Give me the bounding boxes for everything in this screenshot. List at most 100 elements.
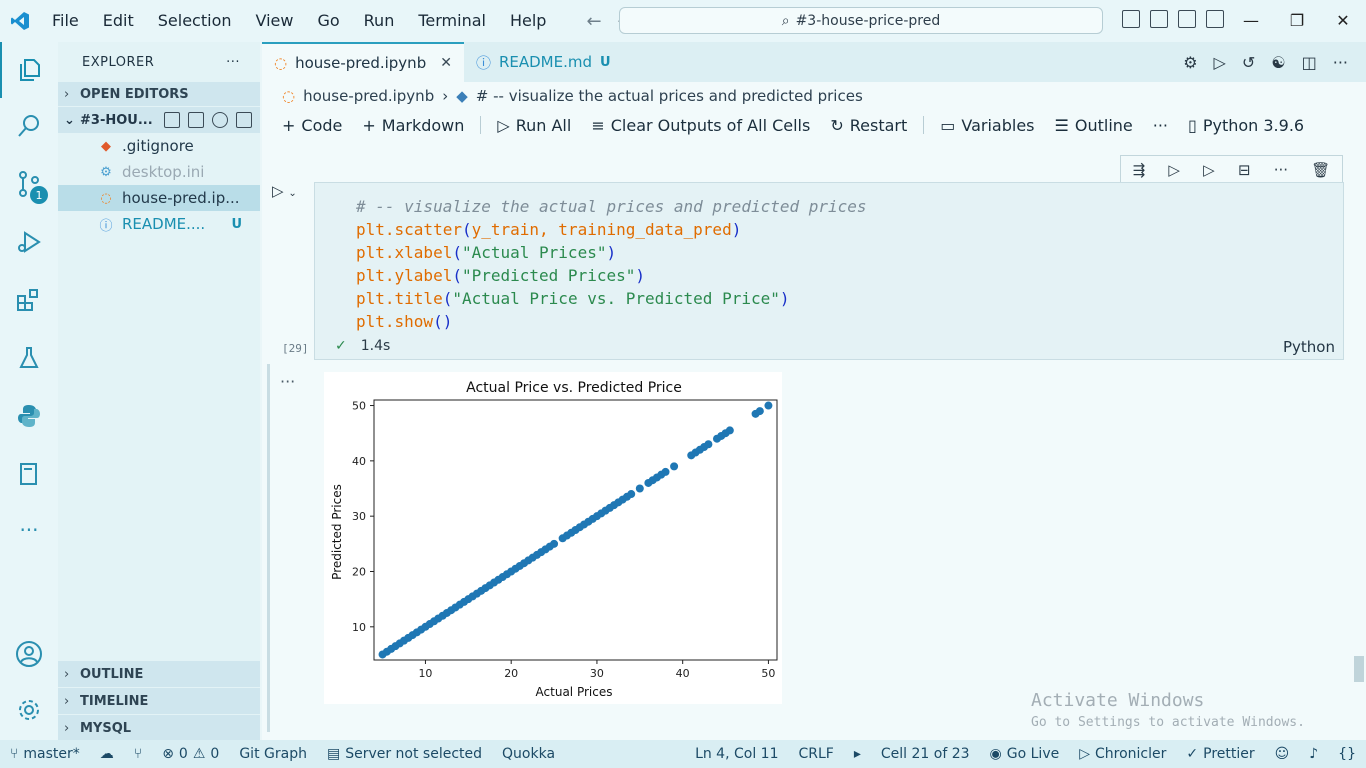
yin-yang-icon[interactable]: ☯ — [1271, 52, 1286, 72]
clear-outputs-button[interactable]: ≡ Clear Outputs of All Cells — [581, 116, 820, 135]
title-bar: File Edit Selection View Go Run Terminal… — [0, 0, 1366, 42]
branch-status[interactable]: ⑂ master* — [0, 746, 90, 762]
delete-cell-icon[interactable]: 🗑 — [1311, 161, 1331, 179]
workspace-folder[interactable]: ⌄ #3-HOU... — [58, 107, 260, 133]
run-above-icon[interactable]: ▷ — [1168, 161, 1180, 179]
menu-file[interactable]: File — [52, 11, 79, 30]
menu-selection[interactable]: Selection — [157, 11, 232, 30]
new-folder-icon[interactable] — [188, 112, 204, 128]
search-icon[interactable] — [0, 98, 58, 154]
variables-label: Variables — [961, 115, 1035, 135]
sync-icon[interactable]: ☁ — [99, 746, 114, 762]
scrollbar-thumb[interactable] — [1354, 656, 1364, 682]
timeline-section[interactable]: › TIMELINE — [58, 688, 260, 714]
mysql-section[interactable]: › MYSQL — [58, 715, 260, 741]
cell-duration: 1.4s — [360, 338, 391, 354]
plus-icon: + — [282, 115, 296, 135]
outline-label: OUTLINE — [80, 666, 144, 682]
restart-label: Restart — [849, 115, 908, 135]
variables-button[interactable]: ▭ Variables — [930, 116, 1044, 135]
extensions-icon[interactable] — [0, 272, 58, 328]
close-icon[interactable]: ✕ — [440, 55, 452, 71]
menu-help[interactable]: Help — [509, 11, 547, 30]
restart-button[interactable]: ↻ Restart — [820, 116, 917, 135]
cell-position[interactable]: Cell 21 of 23 — [880, 746, 970, 762]
gear-icon[interactable]: ⚙ — [1183, 52, 1198, 72]
new-file-icon[interactable] — [164, 112, 180, 128]
chronicler-status[interactable]: ▷ Chronicler — [1069, 746, 1176, 762]
go-live-status[interactable]: ◉ Go Live — [980, 746, 1070, 762]
notebook-icon[interactable] — [0, 446, 58, 502]
menu-go[interactable]: Go — [317, 11, 340, 30]
outline-button[interactable]: ☰ Outline — [1045, 116, 1143, 135]
python-icon[interactable] — [0, 388, 58, 444]
more-cell-actions-icon[interactable]: ··· — [1273, 161, 1289, 179]
more-actions-icon[interactable]: ··· — [1332, 52, 1348, 72]
server-label: Server not selected — [345, 746, 483, 762]
settings-gear-icon[interactable] — [0, 682, 58, 738]
account-icon[interactable] — [0, 626, 58, 682]
feedback-icon[interactable]: ☺ — [1274, 746, 1290, 762]
close-window-icon[interactable]: ✕ — [1336, 10, 1350, 30]
more-icon[interactable]: ··· — [19, 518, 39, 542]
execute-above-icon[interactable]: ⇶ — [1132, 161, 1146, 179]
server-status[interactable]: ▤ Server not selected — [317, 746, 492, 762]
quokka-status[interactable]: Quokka — [502, 746, 556, 762]
outline-section[interactable]: › OUTLINE — [58, 661, 260, 687]
chevron-right-icon: › — [64, 720, 70, 736]
open-editors-section[interactable]: › OPEN EDITORS — [58, 82, 260, 106]
explorer-icon[interactable] — [0, 42, 58, 98]
cursor-position[interactable]: Ln 4, Col 11 — [695, 746, 779, 762]
refresh-icon[interactable] — [212, 112, 228, 128]
breadcrumb-file[interactable]: house-pred.ipynb — [303, 87, 435, 105]
run-all-button[interactable]: ▷ Run All — [487, 116, 581, 135]
sidebar-more-icon[interactable]: ··· — [226, 54, 240, 70]
back-arrow-icon[interactable]: ← — [586, 10, 602, 32]
collapse-all-icon[interactable] — [236, 112, 252, 128]
split-editor-icon[interactable]: ◫ — [1301, 52, 1317, 72]
cell-run-button[interactable]: ▷ ⌄ — [272, 182, 297, 200]
toggle-panel-icon[interactable] — [1150, 10, 1168, 28]
testing-flask-icon[interactable] — [0, 330, 58, 386]
git-graph-status[interactable]: Git Graph — [239, 746, 307, 762]
prettier-status[interactable]: ✓ Prettier — [1176, 746, 1264, 762]
git-icon[interactable]: ⑂ — [133, 746, 143, 762]
restore-icon[interactable]: ❐ — [1289, 10, 1305, 30]
source-control-icon[interactable]: 1 — [0, 156, 58, 212]
run-below-icon[interactable]: ▷ — [1203, 161, 1215, 179]
eol-status[interactable]: CRLF — [798, 746, 834, 762]
add-markdown-button[interactable]: + Markdown — [352, 116, 474, 135]
menu-edit[interactable]: Edit — [102, 11, 134, 30]
split-cell-icon[interactable]: ⊟ — [1237, 161, 1251, 179]
notifications-bell-icon[interactable]: ♪ — [1309, 746, 1319, 762]
menu-view[interactable]: View — [255, 11, 294, 30]
history-icon[interactable]: ↺ — [1241, 52, 1256, 72]
menu-run[interactable]: Run — [363, 11, 395, 30]
minimize-icon[interactable]: — — [1243, 10, 1259, 30]
customize-layout-icon[interactable] — [1206, 10, 1224, 28]
toggle-sidebar-icon[interactable] — [1122, 10, 1140, 28]
menu-terminal[interactable]: Terminal — [418, 11, 486, 30]
kernel-picker[interactable]: ▯ Python 3.9.6 — [1178, 116, 1314, 135]
tab-house-pred[interactable]: ◌ house-pred.ipynb ✕ — [262, 42, 464, 82]
breadcrumb-symbol[interactable]: # -- visualize the actual prices and pre… — [475, 87, 863, 105]
more-toolbar-icon[interactable]: ··· — [1152, 115, 1169, 135]
tab-readme[interactable]: ⓘ README.md U — [464, 42, 623, 82]
code-cell[interactable]: # -- visualize the actual prices and pre… — [314, 182, 1344, 360]
cell-language[interactable]: Python — [1283, 338, 1335, 356]
problems-status[interactable]: ⊗ 0 ⚠ 0 — [152, 746, 229, 762]
file-house-pred[interactable]: ◌ house-pred.ip... — [58, 185, 260, 211]
open-editors-label: OPEN EDITORS — [80, 86, 189, 102]
file-readme[interactable]: ⓘ README.... U — [58, 211, 260, 237]
run-icon[interactable]: ▷ — [1213, 52, 1226, 72]
toggle-secondary-sidebar-icon[interactable] — [1178, 10, 1196, 28]
output-more-icon[interactable]: ··· — [280, 372, 296, 391]
run-debug-icon[interactable] — [0, 214, 58, 270]
command-center-search[interactable]: ⌕ #3-house-price-pred — [619, 7, 1103, 34]
file-desktop-ini[interactable]: ⚙ desktop.ini — [58, 159, 260, 185]
braces-icon[interactable]: {} — [1338, 746, 1356, 762]
file-gitignore[interactable]: ◆ .gitignore — [58, 133, 260, 159]
cell-code[interactable]: # -- visualize the actual prices and pre… — [356, 195, 867, 333]
add-code-button[interactable]: + Code — [272, 116, 352, 135]
terminal-icon[interactable]: ▸ — [853, 746, 861, 762]
